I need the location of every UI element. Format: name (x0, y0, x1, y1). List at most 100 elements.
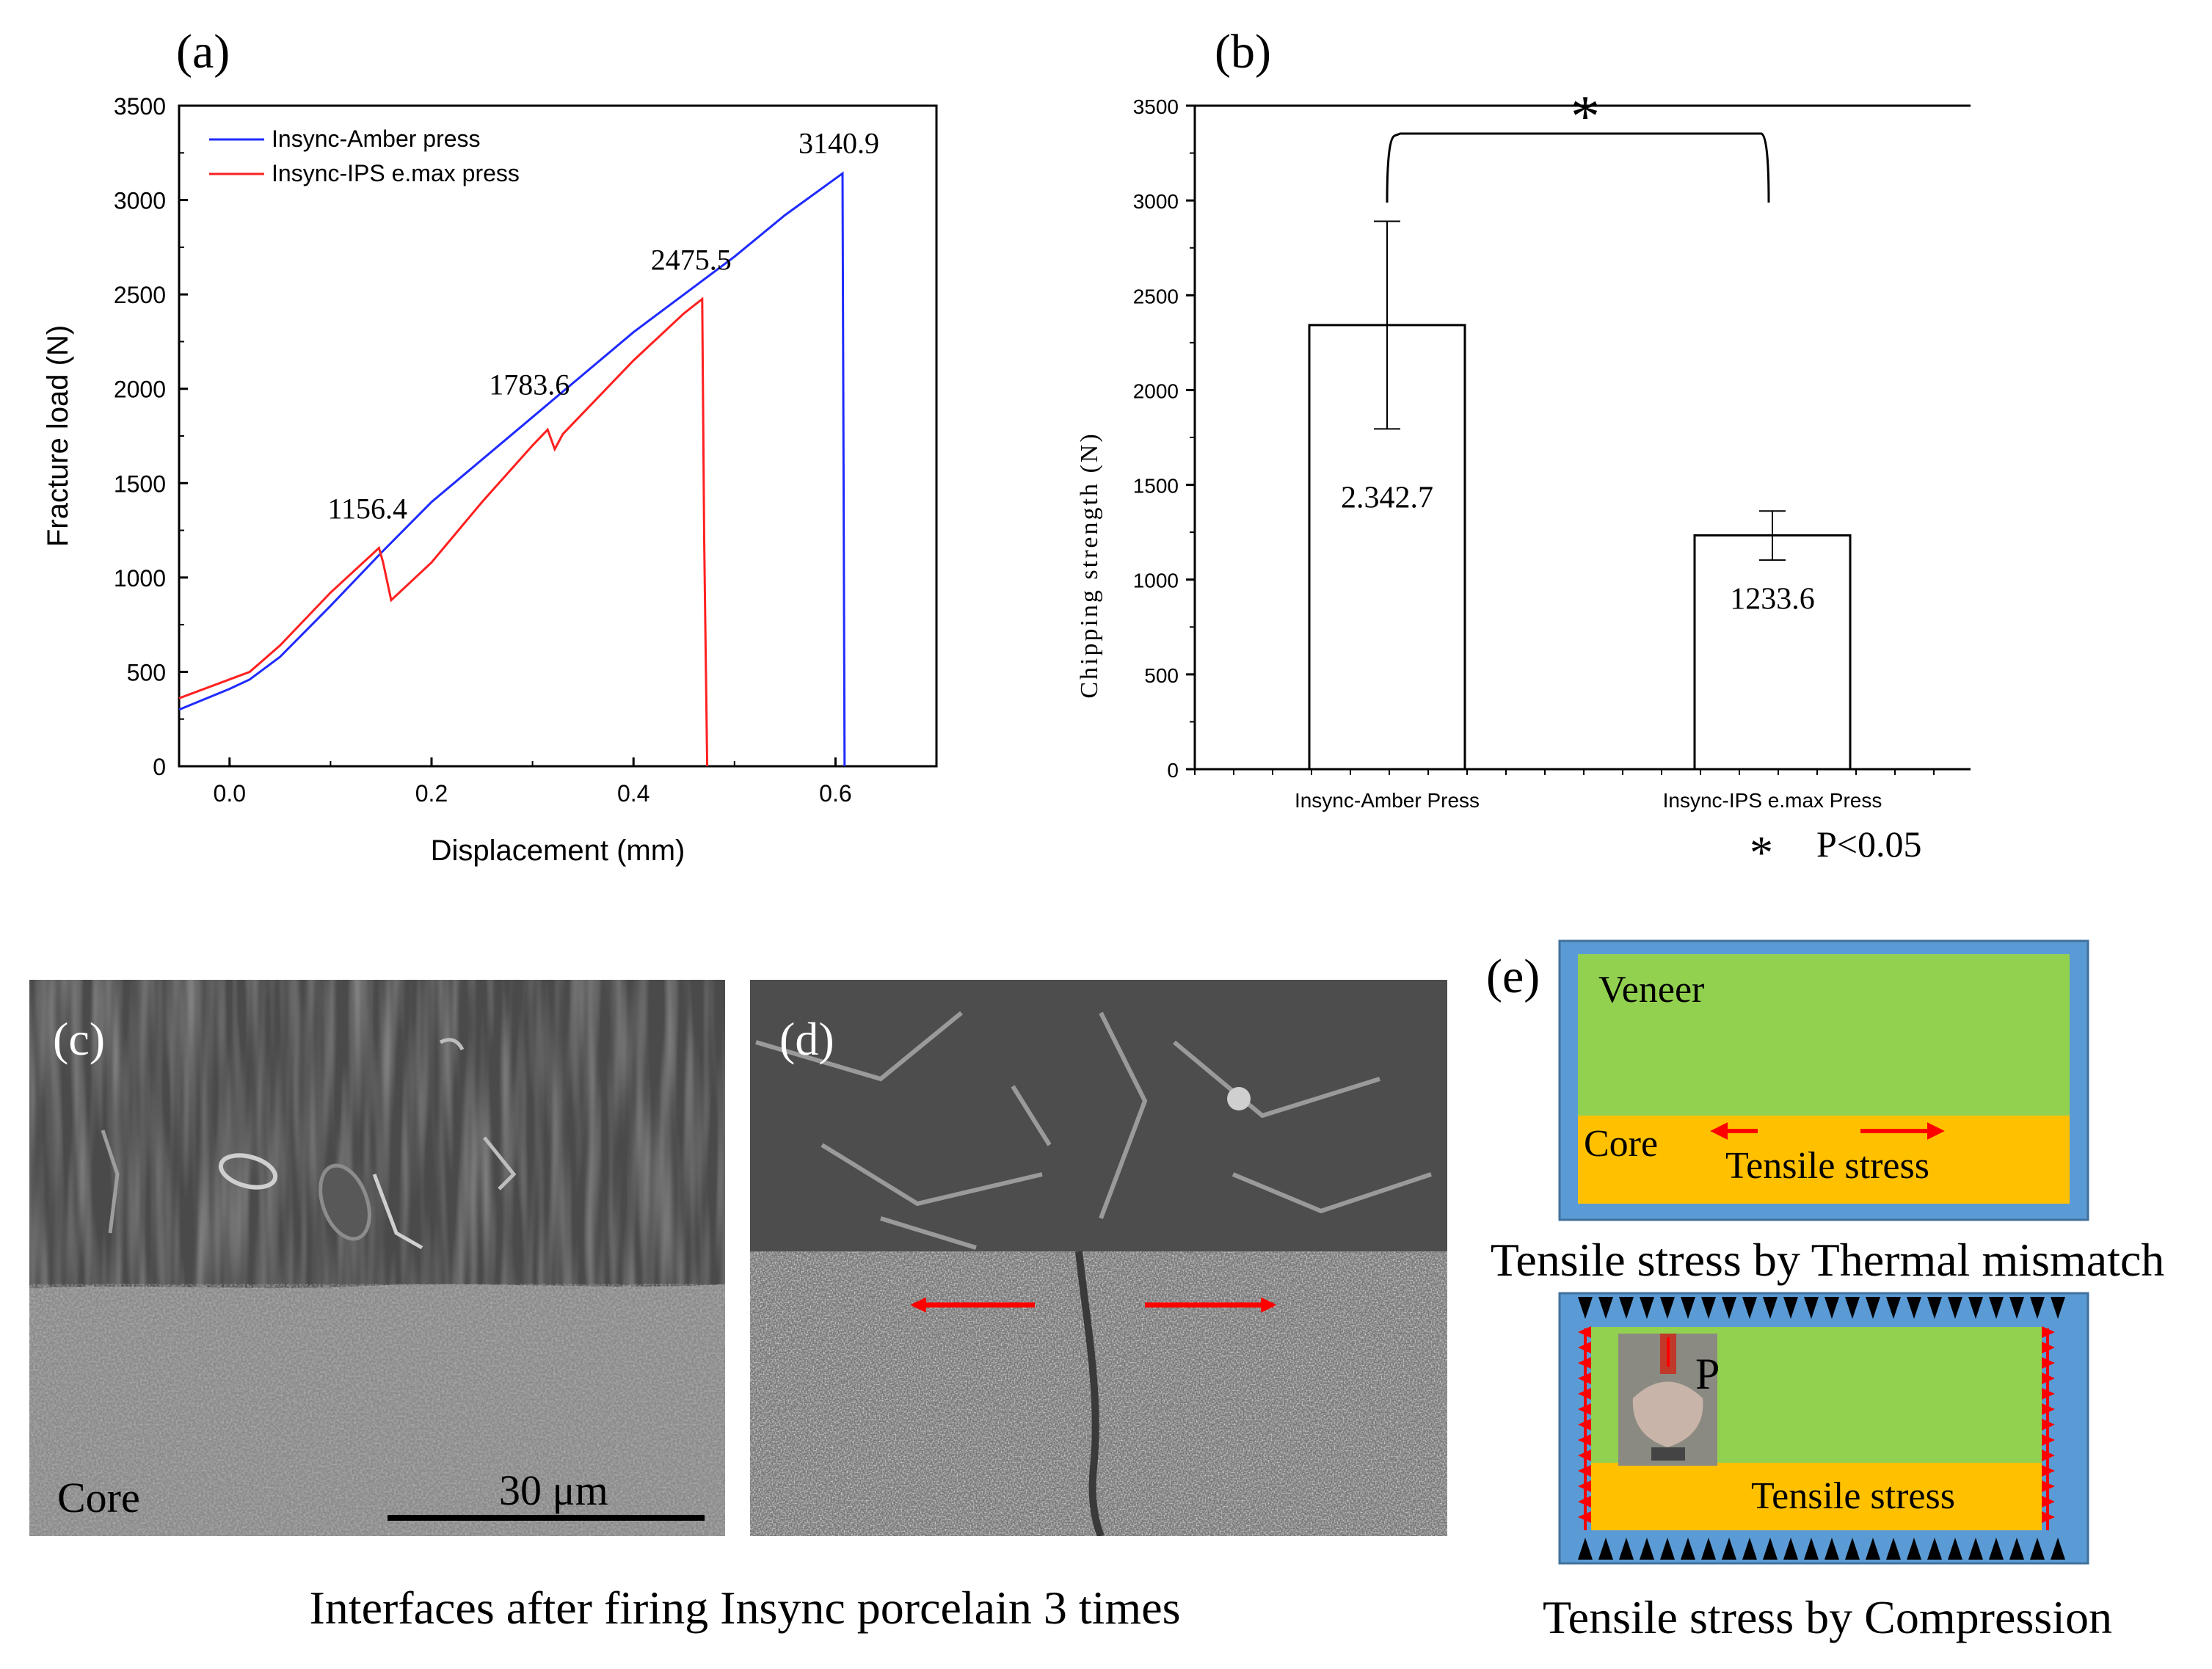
compression-mark (1722, 1297, 1736, 1319)
fracture-load-chart: 0 500 1000 1500 2000 2500 3000 3500 0.0 0.2 0.4 0.6… (42, 93, 938, 867)
legend: Insync-Amber press Insync-IPS e.max pres… (209, 126, 520, 186)
bar-value-label: 1233.6 (1730, 583, 1815, 617)
x-tick-label: 0.0 (214, 780, 246, 807)
compression-mark (1763, 1297, 1778, 1319)
y-axis-label: Chipping strength (N) (1076, 432, 1103, 698)
y-tick-label: 2000 (114, 377, 166, 403)
peak-annotation: 3140.9 (798, 126, 879, 159)
load-label: P (1695, 1350, 1720, 1398)
peak-annotation: 1156.4 (327, 492, 407, 526)
compression-mark (1866, 1297, 1880, 1319)
legend-label-amber: Insync-Amber press (272, 126, 481, 152)
panel-label-e: (e) (1486, 950, 1540, 1003)
y-tick-label: 0 (1167, 759, 1179, 782)
compression-mark (2030, 1538, 2045, 1560)
panel-label-d: (d) (779, 1013, 834, 1065)
compression-mark (1968, 1538, 1983, 1560)
category-label: Insync-IPS e.max Press (1663, 789, 1882, 812)
compression-mark (1598, 1538, 1613, 1560)
series-line-emax (178, 297, 709, 767)
compression-mark (1640, 1538, 1654, 1560)
panel-label-b: (b) (1215, 25, 1271, 79)
compression-mark (1824, 1297, 1839, 1319)
panel-label-c: (c) (53, 1013, 105, 1065)
p-value-note: P<0.05 (1816, 823, 1922, 865)
significance-bracket (1386, 132, 1770, 203)
x-axis-label: Displacement (mm) (431, 834, 685, 867)
compression-mark (1763, 1538, 1778, 1560)
compression-mark (1742, 1538, 1757, 1560)
x-tick-label: 0.2 (415, 780, 448, 807)
compression-mark (1701, 1297, 1716, 1319)
sem-image-d: (d) (750, 980, 1447, 1536)
core-label: Core (57, 1474, 140, 1521)
compression-mark (1968, 1297, 1983, 1319)
y-tick-label: 0 (153, 754, 166, 780)
compression-mark (1886, 1297, 1901, 1319)
y-tick-label: 3500 (114, 93, 166, 120)
y-tick-label: 3000 (1133, 190, 1179, 213)
category-label: Insync-Amber Press (1295, 789, 1480, 812)
compression-mark (1927, 1297, 1942, 1319)
y-tick-label: 500 (127, 659, 166, 686)
compression-mark (1804, 1538, 1819, 1560)
tensile-stress-label: Tensile stress (1751, 1475, 1955, 1517)
caption-compression: Tensile stress by Compression (1543, 1591, 2112, 1643)
compression-mark (1866, 1538, 1880, 1560)
compression-mark (1948, 1538, 1962, 1560)
compression-mark (1783, 1538, 1798, 1560)
compression-mark (1578, 1297, 1593, 1319)
core-label: Core (1584, 1123, 1658, 1165)
compression-mark (1701, 1538, 1716, 1560)
y-tick-label: 1500 (114, 470, 166, 497)
y-axis-label: Fracture load (N) (42, 325, 74, 547)
y-tick-label: 3500 (1133, 95, 1179, 118)
compression-mark (2009, 1297, 2024, 1319)
compression-mark (1948, 1297, 1962, 1319)
compression-mark (1845, 1297, 1860, 1319)
y-tick-label: 1000 (1133, 570, 1179, 592)
x-tick-label: 0.4 (617, 780, 650, 807)
y-tick-label: 500 (1144, 664, 1179, 687)
series-line-amber (178, 171, 846, 767)
compression-mark (1742, 1297, 1757, 1319)
compression-mark (1640, 1297, 1654, 1319)
compression-mark (2051, 1538, 2065, 1560)
x-tick-label: 0.6 (819, 780, 851, 807)
y-tick-label: 2500 (114, 282, 166, 308)
veneer-label: Veneer (1598, 969, 1704, 1011)
compression-mark (1619, 1538, 1634, 1560)
y-tick-label: 2500 (1133, 285, 1179, 308)
y-tick-label: 3000 (114, 188, 166, 214)
significance-star: * (1571, 84, 1600, 149)
compression-mark (2009, 1538, 2024, 1560)
legend-label-emax: Insync-IPS e.max press (272, 160, 520, 186)
compression-mark (1989, 1297, 2004, 1319)
compression-mark (1660, 1538, 1675, 1560)
panel-label-a: (a) (176, 25, 230, 79)
compression-mark (1783, 1297, 1798, 1319)
crown-photo (1618, 1334, 1717, 1466)
compression-mark (1989, 1538, 2004, 1560)
sem-image-c: (c) Core 30 μm (29, 980, 725, 1536)
compression-mark (1845, 1538, 1860, 1560)
scale-bar-label: 30 μm (499, 1466, 608, 1514)
compression-mark (1660, 1297, 1675, 1319)
compression-mark (1824, 1538, 1839, 1560)
bar (1693, 534, 1852, 771)
peak-annotation: 1783.6 (489, 368, 570, 401)
compression-mark (1804, 1297, 1819, 1319)
y-tick-label: 2000 (1133, 379, 1179, 402)
caption-thermal: Tensile stress by Thermal mismatch (1491, 1234, 2165, 1286)
note-star: * (1750, 826, 1773, 879)
compression-mark (1907, 1538, 1921, 1560)
compression-mark (1907, 1297, 1921, 1319)
compression-mark (1681, 1538, 1695, 1560)
caption-interfaces: Interfaces after firing Insync porcelain… (309, 1582, 1180, 1634)
y-tick-label: 1500 (1133, 475, 1179, 498)
plot-frame (178, 104, 938, 768)
chipping-strength-chart: 0 500 1000 1500 2000 2500 3000 3500 2.342.7 Insy… (1076, 84, 1971, 879)
bar-value-label: 2.342.7 (1341, 481, 1433, 515)
